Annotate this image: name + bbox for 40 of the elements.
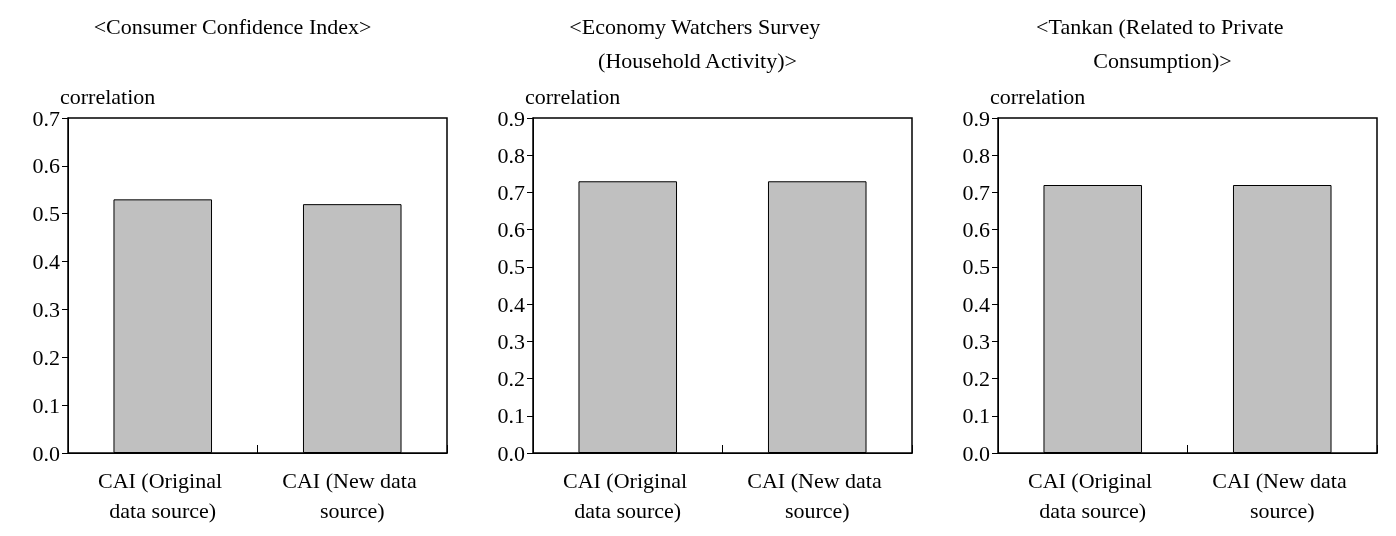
y-tick-label: 0.7 [32, 105, 60, 131]
chart-title: <Economy Watchers Survey (Household Activity)> [569, 13, 826, 73]
y-tick-label: 0.8 [497, 142, 525, 168]
x-tick-label: CAI (New data source) [747, 467, 888, 523]
x-tick-label: CAI (New data source) [282, 467, 423, 523]
x-tick-label: CAI (Original data source) [562, 467, 693, 523]
y-tick-label: 0.6 [32, 153, 60, 179]
y-axis-title: correlation [525, 83, 621, 109]
chart-title: <Consumer Confidence Index> [93, 13, 372, 39]
y-tick-label: 0.8 [962, 142, 990, 168]
y-tick-label: 0.6 [497, 217, 525, 243]
y-tick-label: 0.1 [962, 403, 990, 429]
y-tick-label: 0.9 [497, 105, 525, 131]
y-tick-label: 0.1 [32, 392, 60, 418]
y-tick-label: 0.7 [497, 179, 525, 205]
y-tick-label: 0.2 [962, 366, 990, 392]
y-tick-label: 0.0 [962, 440, 990, 466]
y-tick-label: 0.5 [962, 254, 990, 280]
y-tick-label: 0.3 [32, 296, 60, 322]
y-tick-label: 0.3 [962, 328, 990, 354]
y-tick-label: 0.2 [32, 344, 60, 370]
y-tick-label: 0.4 [32, 249, 60, 275]
y-tick-label: 0.3 [497, 328, 525, 354]
chart-title: <Tankan (Related to Private Consumption)> [1036, 13, 1289, 73]
y-tick-label: 0.9 [962, 105, 990, 131]
y-tick-label: 0.5 [497, 254, 525, 280]
x-tick-label: CAI (Original data source) [1027, 467, 1158, 523]
y-tick-label: 0.1 [497, 403, 525, 429]
y-tick-label: 0.2 [497, 366, 525, 392]
y-tick-label: 0.6 [962, 217, 990, 243]
y-tick-label: 0.7 [962, 179, 990, 205]
y-tick-label: 0.0 [32, 440, 60, 466]
x-tick-label: CAI (New data source) [1212, 467, 1353, 523]
y-tick-label: 0.4 [962, 291, 990, 317]
y-axis-title: correlation [990, 83, 1086, 109]
y-tick-label: 0.5 [32, 201, 60, 227]
x-tick-label: CAI (Original data source) [97, 467, 228, 523]
y-tick-label: 0.4 [497, 291, 525, 317]
y-axis-title: correlation [60, 83, 156, 109]
y-tick-label: 0.0 [497, 440, 525, 466]
